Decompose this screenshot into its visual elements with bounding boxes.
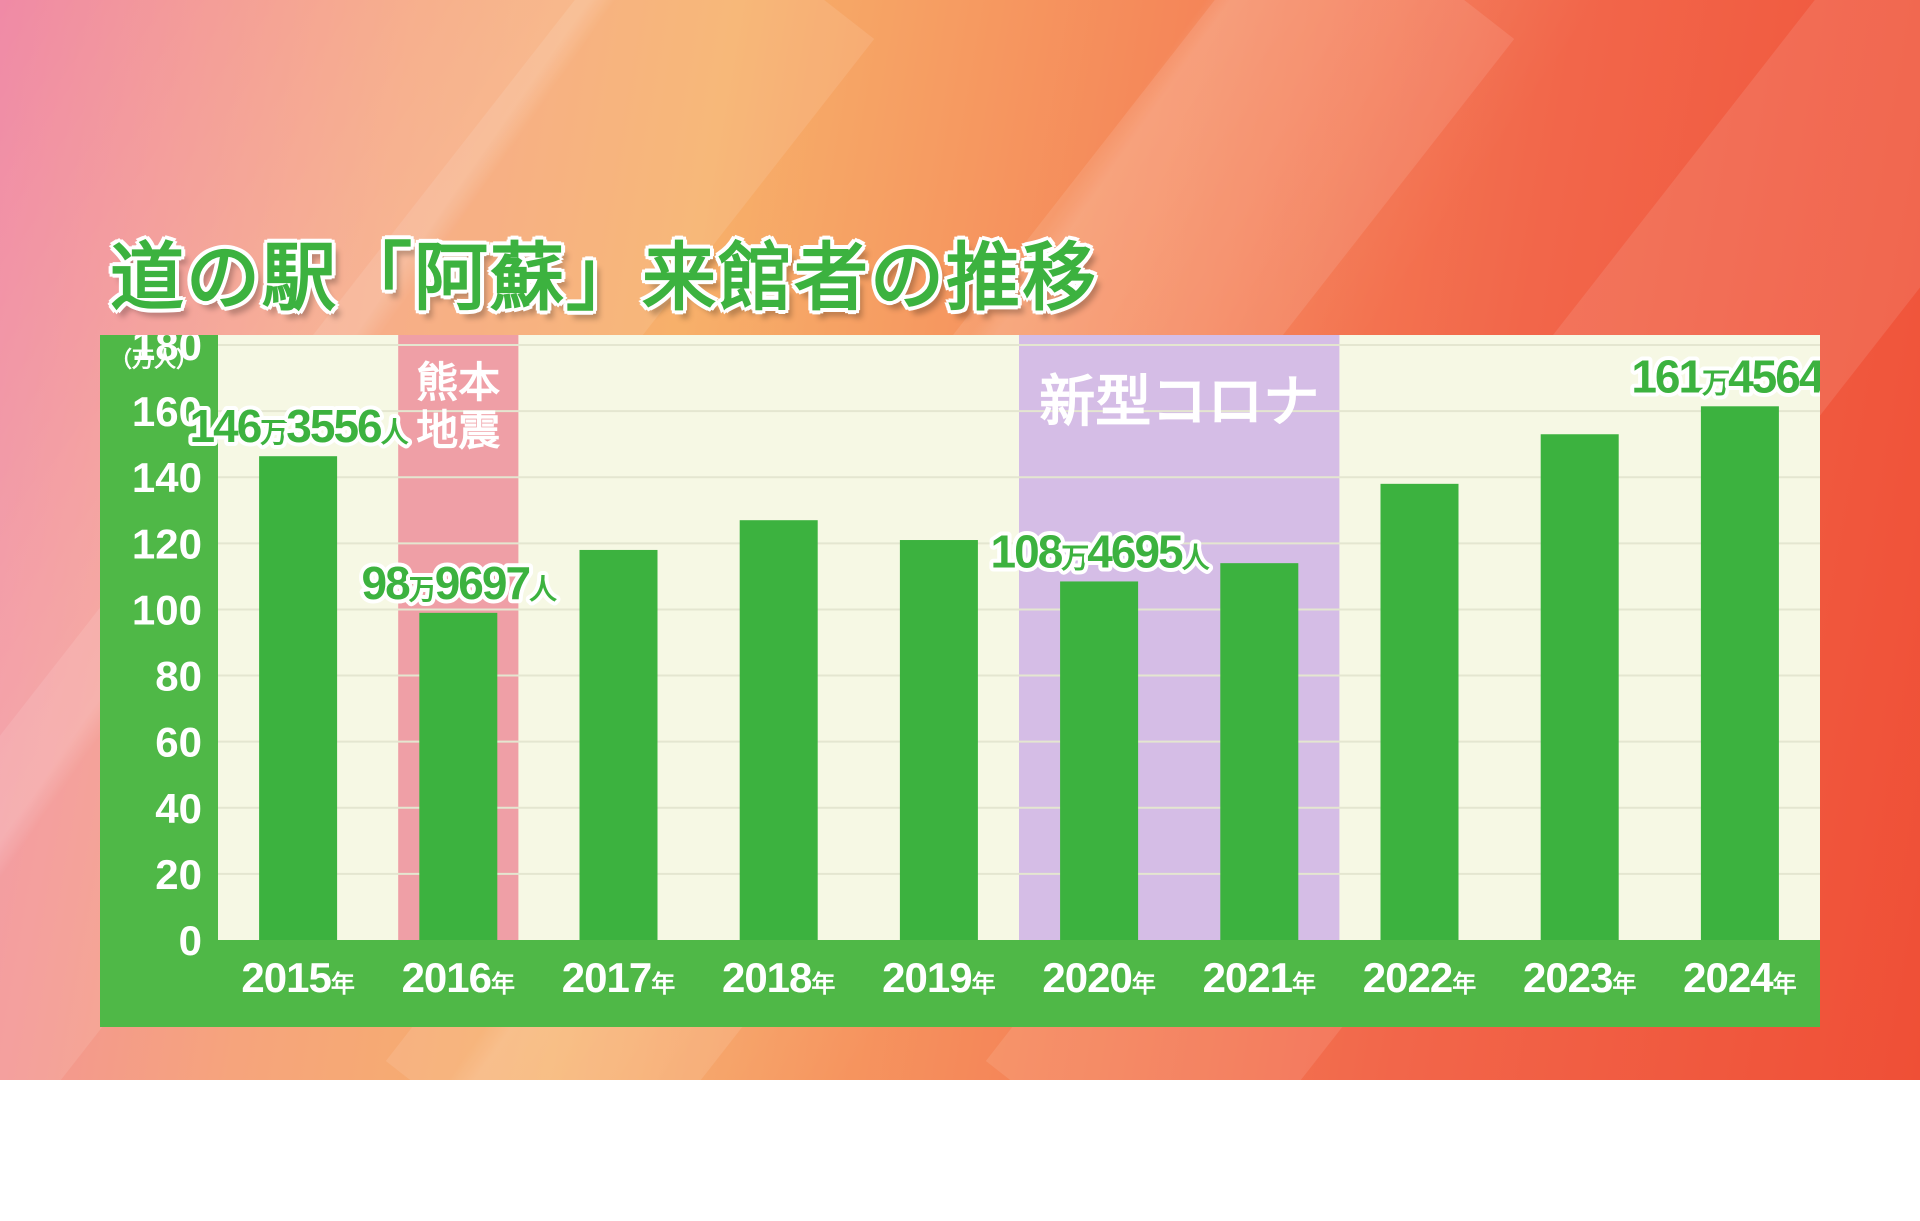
y-tick-label: 140 — [132, 454, 202, 501]
bar — [259, 456, 338, 940]
x-tick-label: 2024年 — [1683, 954, 1796, 1001]
x-axis-band — [100, 940, 1820, 1027]
y-tick-label: 100 — [132, 586, 202, 633]
data-label: 161万4564人 — [1631, 350, 1820, 402]
bar — [579, 549, 658, 940]
x-tick-label: 2017年 — [562, 954, 675, 1001]
x-tick-label: 2023年 — [1523, 954, 1636, 1001]
bar — [1540, 434, 1619, 940]
x-tick-label: 2018年 — [722, 954, 835, 1001]
bar — [1060, 581, 1139, 940]
x-tick-label: 2020年 — [1042, 954, 1155, 1001]
bar — [419, 612, 498, 940]
y-axis-unit-label: （万人） — [110, 348, 198, 373]
y-axis-band — [100, 335, 218, 1027]
data-label: 98万9697人 — [362, 557, 558, 609]
annotation-kumamoto-line2: 地震 — [416, 406, 501, 455]
x-tick-label: 2021年 — [1203, 954, 1316, 1001]
data-label: 146万3556人 — [190, 400, 409, 452]
y-tick-label: 80 — [155, 653, 202, 700]
x-tick-label: 2019年 — [882, 954, 995, 1001]
x-tick-label: 2016年 — [402, 954, 515, 1001]
bar-chart: 0 20 40 60 80 100 120 140 160 180 2015年 2016年 2017年… — [100, 335, 1820, 1027]
y-tick-label: 0 — [179, 917, 202, 964]
x-tick-label: 2015年 — [241, 954, 354, 1001]
chart-title: 道の駅「阿蘇」来館者の推移 — [110, 235, 1098, 321]
annotation-kumamoto-line1: 熊本 — [416, 358, 500, 407]
y-tick-label: 180 — [132, 335, 202, 369]
bar — [899, 540, 978, 940]
y-tick-label: 160 — [132, 388, 202, 435]
annotation-corona: 新型コロナ — [1039, 370, 1319, 435]
y-tick-label: 40 — [155, 785, 202, 832]
data-label: 108万4695人 — [991, 525, 1210, 577]
bar — [1700, 406, 1779, 941]
bar — [1220, 563, 1299, 940]
y-tick-label: 120 — [132, 520, 202, 567]
x-tick-label: 2022年 — [1363, 954, 1476, 1001]
y-tick-label: 60 — [155, 719, 202, 766]
bar — [1380, 483, 1459, 940]
bar — [739, 520, 818, 940]
y-tick-label: 20 — [155, 851, 202, 898]
